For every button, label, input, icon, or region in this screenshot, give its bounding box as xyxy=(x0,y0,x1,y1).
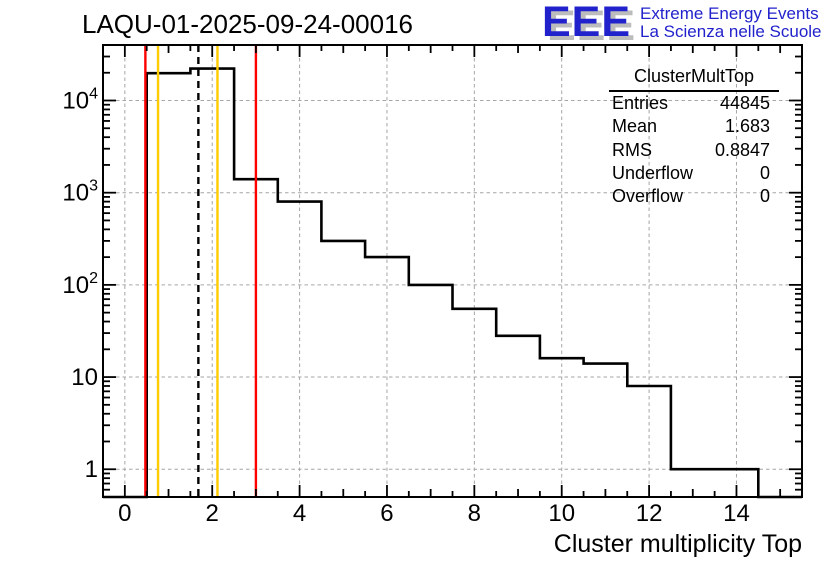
stats-row-value: 1.683 xyxy=(724,116,770,137)
x-tick-label: 12 xyxy=(636,500,663,527)
stats-row: Mean 1.683 xyxy=(609,115,779,138)
y-tick-label: 1 xyxy=(85,456,98,483)
stats-box: ClusterMultTop Entries 44845 Mean 1.683 RMS 0… xyxy=(609,66,779,208)
stats-rows: Entries 44845 Mean 1.683 RMS 0.8847 Underflow 0… xyxy=(609,92,779,208)
y-tick-label: 10 xyxy=(71,364,98,391)
stats-row-value: 44845 xyxy=(719,93,770,113)
x-tick-label: 4 xyxy=(293,500,306,527)
y-tick-label: 102 xyxy=(62,270,98,299)
stats-row: Underflow 0 xyxy=(609,162,779,185)
x-tick-label: 8 xyxy=(468,500,481,527)
stats-row-label: RMS xyxy=(612,139,652,160)
x-tick-label: 6 xyxy=(380,500,393,527)
eee-logo-lines: Extreme Energy Events La Scienza nelle S… xyxy=(640,2,821,41)
x-tick-label: 10 xyxy=(548,500,575,527)
stats-row-label: Entries xyxy=(612,93,669,113)
stats-row-value: 0 xyxy=(759,162,770,183)
stats-row-label: Mean xyxy=(612,116,658,137)
histogram-line xyxy=(103,67,802,499)
eee-logo: EEE Extreme Energy Events La Scienza nel… xyxy=(542,0,822,46)
x-tick-label: 0 xyxy=(118,500,131,527)
page-title: LAQU-01-2025-09-24-00016 xyxy=(82,9,413,39)
stats-row-value: 0 xyxy=(759,186,770,207)
eee-logo-line1: Extreme Energy Events xyxy=(640,4,819,23)
x-tick-label: 2 xyxy=(206,500,219,527)
x-tick-label: 14 xyxy=(723,500,750,527)
stats-row-label: Overflow xyxy=(612,186,684,207)
y-tick-label: 104 xyxy=(62,86,98,115)
x-axis-title: Cluster multiplicity Top xyxy=(553,530,802,558)
stats-row: RMS 0.8847 xyxy=(609,139,779,162)
y-tick-label: 103 xyxy=(62,178,98,207)
stats-row: Overflow 0 xyxy=(609,185,779,208)
stats-row-value: 0.8847 xyxy=(714,139,770,160)
eee-logo-line2: La Scienza nelle Scuole xyxy=(640,22,822,41)
stats-row: Entries 44845 xyxy=(609,92,779,115)
stats-row-label: Underflow xyxy=(612,162,694,183)
eee-logo-acronym: EEE xyxy=(542,0,632,46)
stats-title: ClusterMultTop xyxy=(609,66,779,92)
